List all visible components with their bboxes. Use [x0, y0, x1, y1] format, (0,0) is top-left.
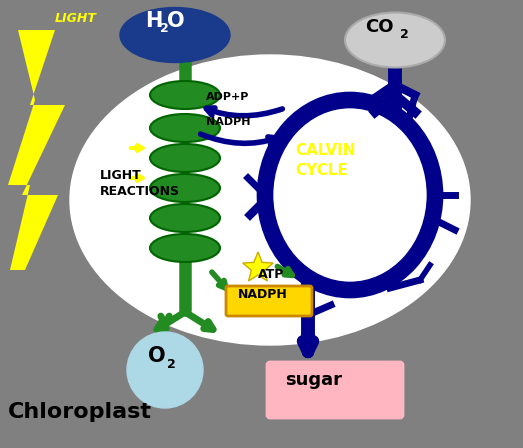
Text: Chloroplast: Chloroplast [8, 402, 152, 422]
Ellipse shape [120, 8, 230, 63]
Text: CALVIN
CYCLE: CALVIN CYCLE [295, 143, 356, 178]
Ellipse shape [150, 114, 220, 142]
Ellipse shape [70, 55, 470, 345]
Ellipse shape [150, 81, 220, 109]
Ellipse shape [150, 204, 220, 232]
Text: NADPH: NADPH [206, 117, 251, 127]
Text: 2: 2 [400, 28, 409, 41]
Text: NADPH: NADPH [238, 288, 288, 301]
Text: 2: 2 [160, 22, 169, 35]
Text: LIGHT: LIGHT [55, 12, 97, 25]
Text: CO: CO [365, 18, 393, 36]
Text: 2: 2 [167, 358, 176, 371]
FancyBboxPatch shape [226, 286, 312, 316]
FancyBboxPatch shape [267, 362, 403, 418]
Ellipse shape [150, 144, 220, 172]
Ellipse shape [150, 174, 220, 202]
Text: LIGHT
REACTIONS: LIGHT REACTIONS [100, 169, 180, 198]
Text: O: O [167, 11, 185, 31]
Circle shape [127, 332, 203, 408]
Text: sugar: sugar [285, 371, 342, 389]
Text: ATP: ATP [258, 268, 285, 281]
Text: ADP+P: ADP+P [206, 92, 249, 102]
Ellipse shape [150, 234, 220, 262]
Text: O: O [148, 346, 166, 366]
Text: H: H [145, 11, 162, 31]
Ellipse shape [345, 13, 445, 68]
Polygon shape [243, 252, 273, 281]
Polygon shape [8, 30, 65, 270]
